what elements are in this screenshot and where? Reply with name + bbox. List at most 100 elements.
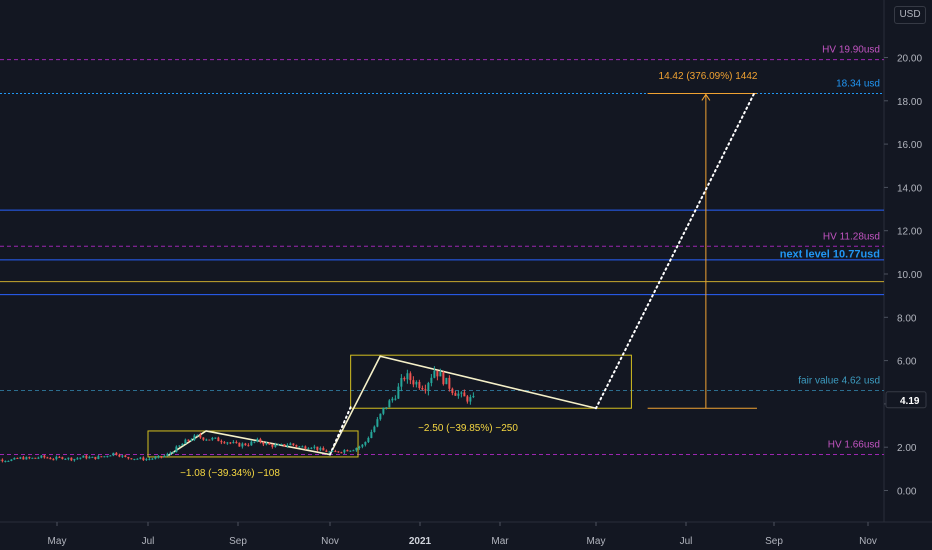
trend-line bbox=[329, 355, 597, 455]
price-tick-label: 8.00 bbox=[897, 313, 917, 324]
candle-body bbox=[442, 372, 445, 385]
candle-body bbox=[307, 448, 310, 450]
projection-dotted-line bbox=[329, 406, 352, 456]
candle-body bbox=[343, 450, 346, 453]
candle-body bbox=[397, 386, 400, 399]
candle-body bbox=[241, 443, 244, 447]
candle-body bbox=[82, 455, 85, 458]
candle-body bbox=[157, 456, 160, 458]
candle-body bbox=[160, 456, 163, 458]
candle-body bbox=[163, 455, 166, 457]
candle-body bbox=[433, 370, 436, 378]
candle-body bbox=[214, 437, 217, 439]
candle-body bbox=[4, 461, 7, 463]
candle-body bbox=[217, 437, 220, 442]
candle-body bbox=[412, 380, 415, 385]
level-label: HV 19.90usd bbox=[822, 45, 880, 56]
candle-body bbox=[220, 441, 223, 443]
candle-body bbox=[115, 452, 118, 455]
candle-body bbox=[256, 439, 259, 442]
currency-badge[interactable]: USD bbox=[894, 6, 926, 24]
candle-body bbox=[22, 457, 25, 460]
candle-body bbox=[472, 395, 475, 398]
candle-body bbox=[334, 451, 337, 453]
time-tick-label: Nov bbox=[321, 536, 339, 547]
candle-body bbox=[436, 370, 439, 377]
candle-body bbox=[325, 450, 328, 453]
candle-body bbox=[259, 439, 262, 443]
time-tick-label: Mar bbox=[491, 536, 509, 547]
candle-body bbox=[367, 437, 370, 442]
candle-body bbox=[226, 442, 229, 444]
candle-body bbox=[1, 459, 4, 462]
candle-body bbox=[10, 459, 13, 461]
candle-body bbox=[340, 452, 343, 454]
candle-body bbox=[364, 441, 367, 445]
candle-body bbox=[139, 457, 142, 459]
candle-body bbox=[298, 446, 301, 448]
candle-body bbox=[118, 454, 121, 457]
candle-body bbox=[253, 441, 256, 443]
candle-body bbox=[106, 456, 109, 458]
candle-body bbox=[286, 445, 289, 447]
candle-body bbox=[133, 458, 136, 460]
candle-body bbox=[46, 457, 49, 459]
price-tick-label: 20.00 bbox=[897, 54, 922, 65]
candle-body bbox=[196, 434, 199, 436]
candle-body bbox=[427, 383, 430, 391]
candle-body bbox=[121, 455, 124, 457]
last-price-label: 4.19 bbox=[900, 396, 920, 407]
candle-body bbox=[76, 458, 79, 460]
candle-body bbox=[292, 443, 295, 446]
candle-body bbox=[184, 439, 187, 444]
last-price-badge bbox=[885, 391, 927, 409]
candle-body bbox=[67, 457, 70, 459]
price-tick-label: 10.00 bbox=[897, 270, 922, 281]
candle-body bbox=[112, 452, 115, 456]
projection-dotted-line bbox=[595, 92, 756, 410]
time-tick-label: Sep bbox=[229, 536, 247, 547]
candle-body bbox=[181, 443, 184, 446]
candle-body bbox=[232, 442, 235, 444]
candle-body bbox=[370, 431, 373, 438]
candle-body bbox=[151, 458, 154, 460]
candle-body bbox=[271, 444, 274, 447]
candle-body bbox=[445, 377, 448, 385]
candle-body bbox=[469, 397, 472, 402]
candle-body bbox=[85, 455, 88, 459]
candle-body bbox=[25, 457, 28, 460]
candle-body bbox=[265, 442, 268, 445]
level-label: fair value 4.62 usd bbox=[798, 375, 880, 386]
candle-body bbox=[97, 456, 100, 459]
time-tick-label: Jul bbox=[680, 536, 693, 547]
level-label: HV 11.28usd bbox=[823, 231, 880, 242]
candle-body bbox=[43, 455, 46, 458]
candle-body bbox=[352, 450, 355, 452]
candle-body bbox=[361, 444, 364, 447]
candle-body bbox=[379, 413, 382, 420]
candle-body bbox=[205, 439, 208, 441]
price-tick-label: 12.00 bbox=[897, 227, 922, 238]
candle-body bbox=[451, 388, 454, 394]
candle-body bbox=[28, 457, 31, 459]
candle-body bbox=[142, 457, 145, 461]
candle-body bbox=[103, 456, 106, 458]
candle-body bbox=[202, 437, 205, 440]
candle-body bbox=[16, 457, 19, 459]
candle-body bbox=[403, 377, 406, 380]
candle-body bbox=[172, 452, 175, 454]
price-tick-label: 2.00 bbox=[897, 443, 917, 454]
candle-body bbox=[91, 456, 94, 458]
candle-body bbox=[109, 455, 112, 457]
candle-body bbox=[136, 458, 139, 460]
candle-body bbox=[190, 439, 193, 441]
candle-body bbox=[262, 442, 265, 445]
candle-body bbox=[454, 393, 457, 396]
measure-label: 14.42 (376.09%) 1442 bbox=[659, 71, 758, 82]
candle-body bbox=[70, 457, 73, 461]
candle-body bbox=[169, 452, 172, 454]
level-label: next level 10.77usd bbox=[780, 248, 880, 260]
candle-body bbox=[328, 451, 331, 453]
